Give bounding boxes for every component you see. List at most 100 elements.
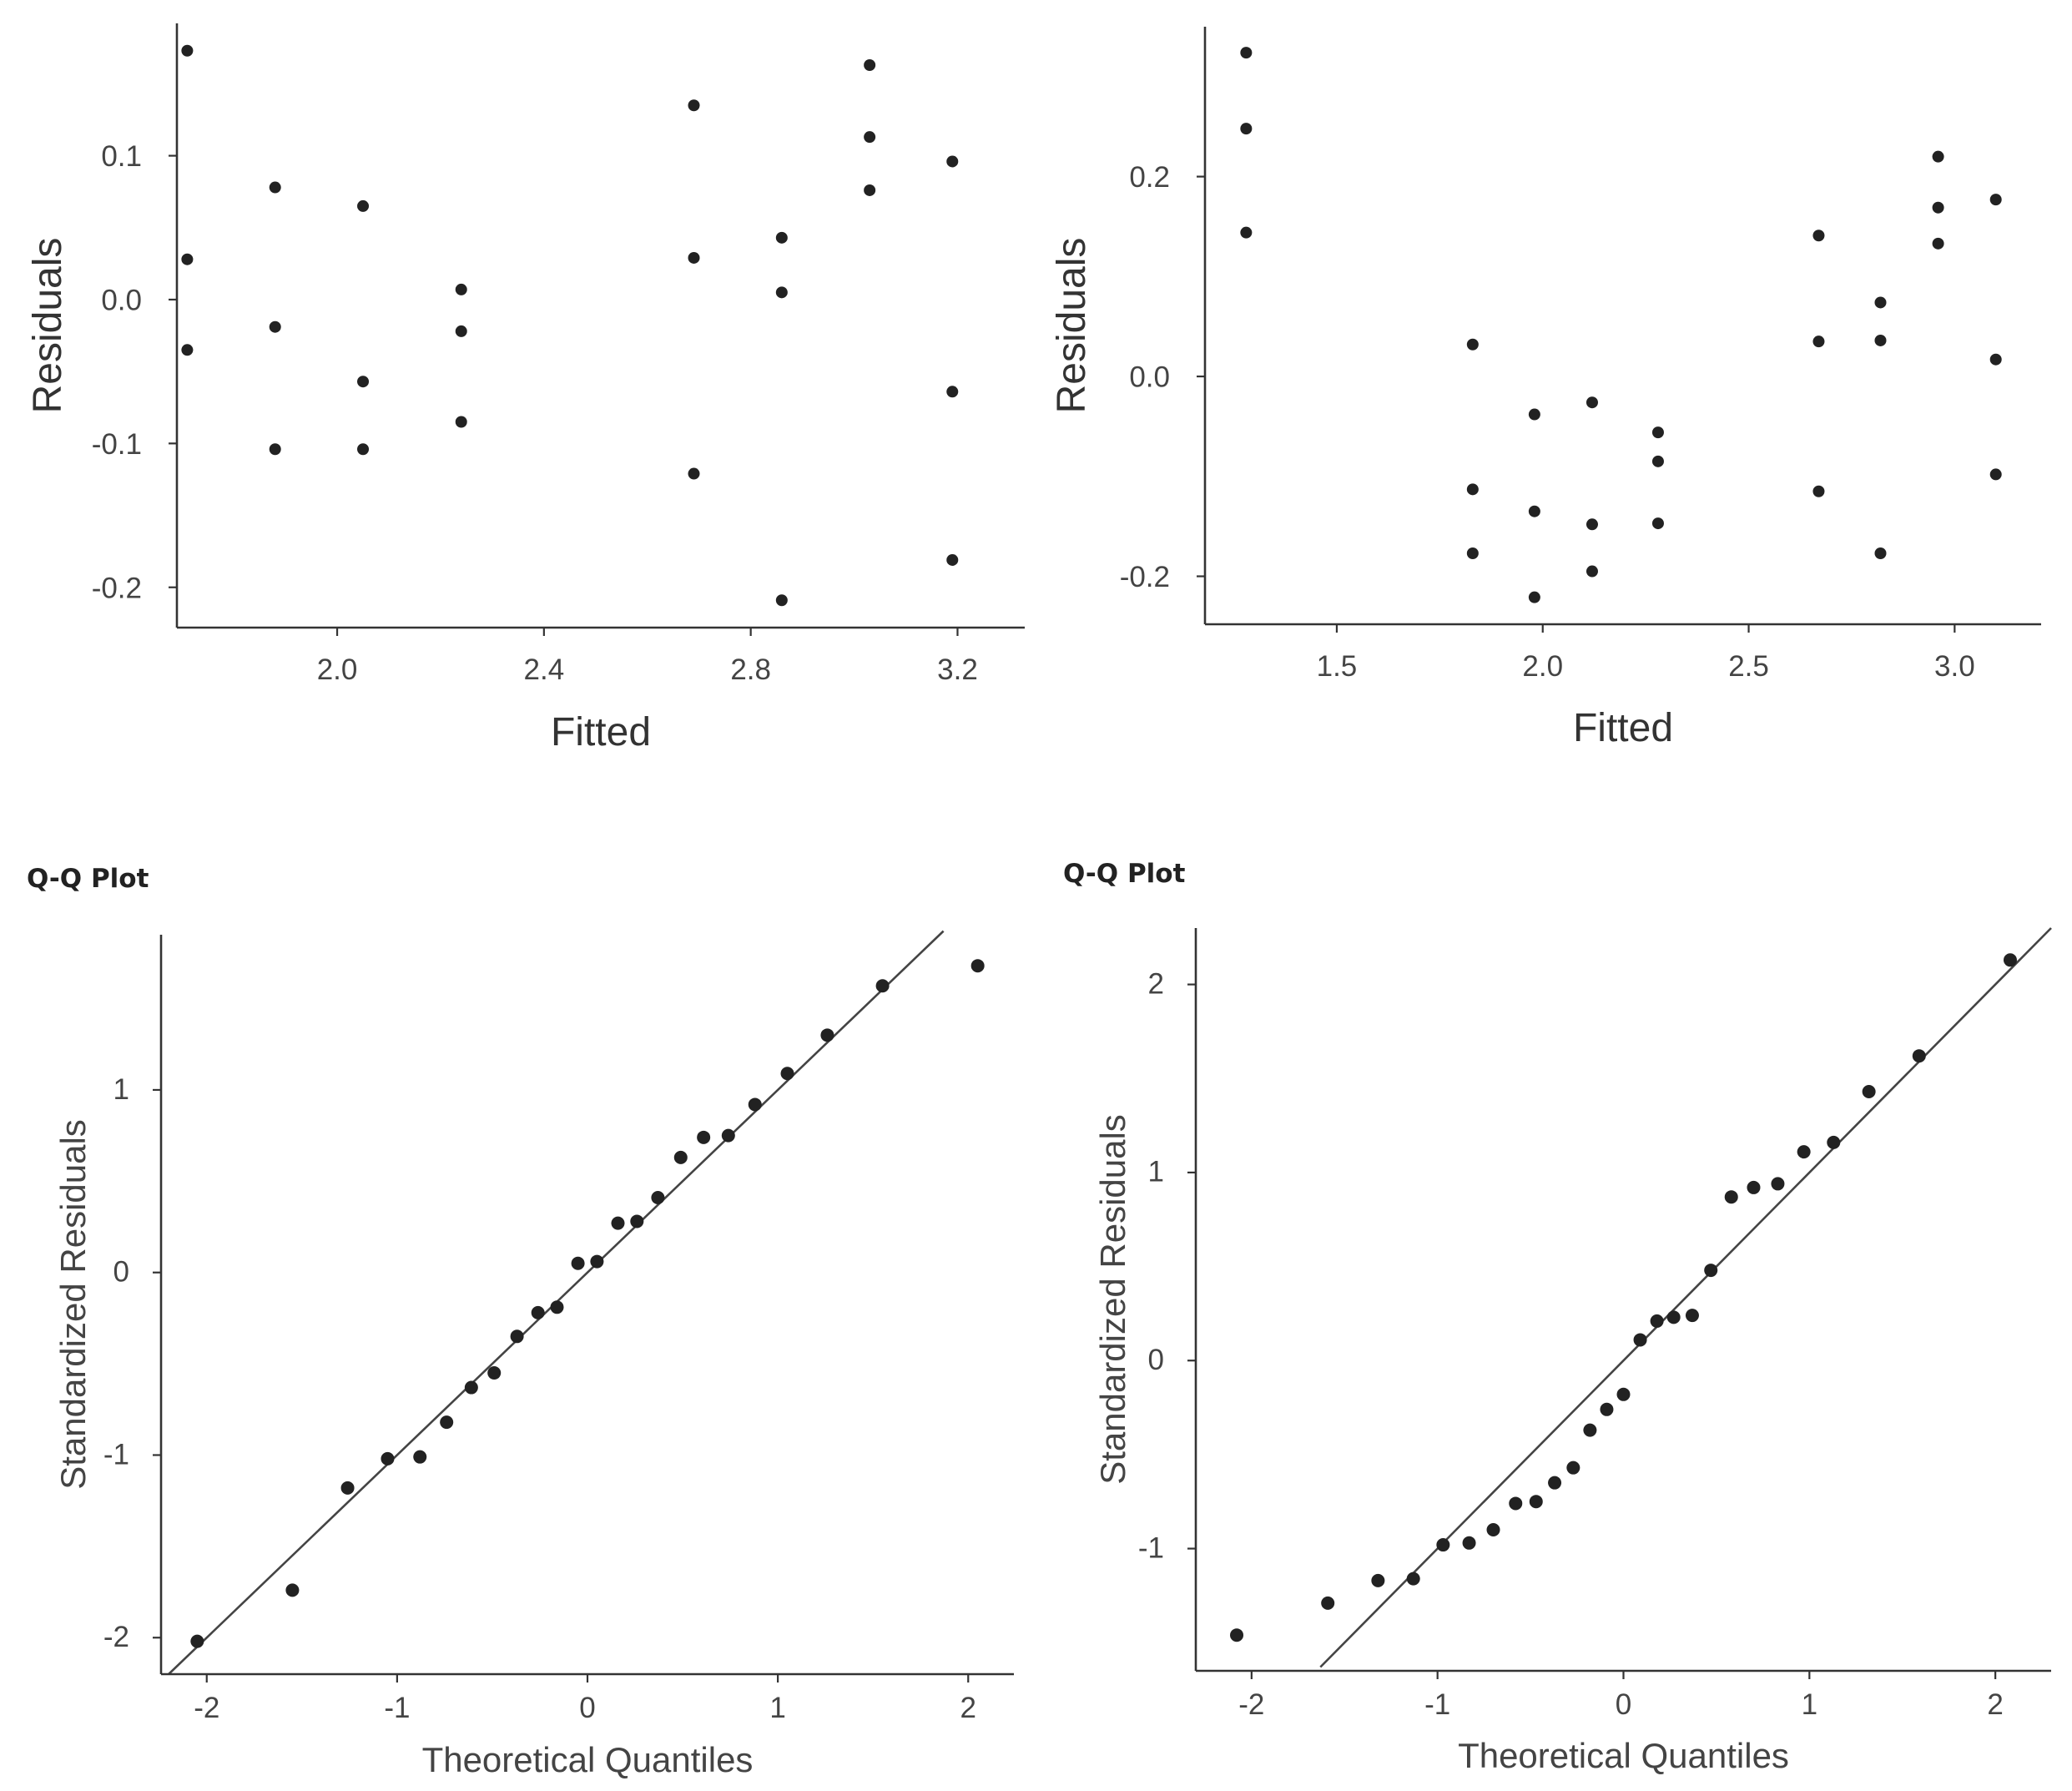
qq-2-reference-line	[1319, 927, 2052, 1668]
qq-2-x-tick-label: 0	[1616, 1688, 1631, 1721]
qq-2-data-point	[1486, 1523, 1500, 1537]
qq-1-data-point	[340, 1481, 355, 1495]
plot-2-y-axis-title: Residuals	[1050, 238, 1094, 414]
qq-1-data-point	[440, 1415, 454, 1430]
qq-2-y-tick-label: 0	[1148, 1344, 1164, 1376]
qq-2-data-point	[1685, 1309, 1699, 1323]
plot-1-y-tick-label: -0.1	[92, 428, 142, 461]
plot-1-data-point	[357, 199, 370, 212]
plot-1-data-point	[181, 44, 194, 57]
qq-2-data-point	[1509, 1496, 1523, 1511]
qq-1-data-point	[875, 979, 890, 993]
qq-2-data-point	[1724, 1190, 1738, 1204]
qq-1-data-point	[381, 1451, 395, 1466]
plot-2-x-axis-title: Fitted	[1573, 706, 1673, 750]
qq-2-y-tick-label: 1	[1148, 1156, 1164, 1188]
plot-2-data-point	[1874, 547, 1887, 559]
plot-1-data-point	[269, 181, 281, 194]
plot-2-data-point	[1651, 455, 1664, 467]
qq-1-x-tick-label: 1	[769, 1692, 785, 1724]
plot-1-data-point	[455, 283, 467, 295]
plot-1-data-point	[269, 443, 281, 456]
qq-1-data-point	[780, 1067, 794, 1081]
qq-2-x-tick-label: 2	[1987, 1688, 2003, 1721]
qq-2-data-point	[1371, 1573, 1385, 1587]
qq-1-data-point	[590, 1254, 604, 1269]
plot-2-data-point	[1240, 47, 1253, 59]
qq-2-data-point	[1912, 1049, 1926, 1063]
qq-1-data-point	[651, 1191, 665, 1205]
qq-1-x-tick-label: -1	[384, 1692, 410, 1724]
qq-1-data-point	[697, 1130, 711, 1144]
qq-1-y-tick-label: 0	[113, 1256, 129, 1289]
qq-1-data-point	[748, 1097, 762, 1112]
qq-1-y-axis-title: Standardized Residuals	[53, 1119, 93, 1490]
qq-plot-2: Q-Q Plot -2 -1 0 1 2 2 1 0 -1 Theoretical Quantil…	[1035, 835, 2072, 1791]
qq-1-data-point	[487, 1366, 502, 1380]
qq-1-data-point	[413, 1450, 427, 1464]
plot-2-data-point	[1874, 334, 1887, 346]
qq-2-y-tick-label: -1	[1138, 1531, 1164, 1564]
plot-2-data-point	[1466, 338, 1479, 351]
qq-1-data-point	[673, 1150, 688, 1164]
plot-1-y-tick-label: -0.2	[92, 572, 142, 604]
plot-2-data-point	[1528, 505, 1540, 517]
qq-2-x-tick-label: 1	[1802, 1688, 1817, 1721]
plot-2-data-point	[1812, 230, 1825, 242]
plot-2-data-point	[1874, 296, 1887, 309]
qq-2-data-point	[1666, 1310, 1681, 1324]
plot-2-data-point	[1528, 591, 1540, 603]
plot-2-data-point	[1586, 396, 1598, 409]
plot-2-x-tick-label: 2.0	[1522, 650, 1563, 683]
qq-2-data-point	[1862, 1085, 1876, 1099]
plot-2-data-point	[1651, 517, 1664, 530]
plot-2-data-point	[1240, 226, 1253, 239]
plot-1-data-point	[864, 58, 876, 71]
plot-2-y-tick-label: 0.0	[1129, 361, 1170, 394]
plot-2-data-point	[1586, 565, 1598, 578]
plot-1-data-point	[181, 253, 194, 265]
qq-2-data-point	[1704, 1264, 1718, 1278]
plot-2-data-point	[1989, 353, 2002, 366]
qq-2-data-point	[1321, 1596, 1335, 1610]
residuals-plot-2: 1.5 2.0 2.5 3.0 0.2 0.0 -0.2 Fitted Residuals	[1035, 0, 2072, 768]
qq-1-x-tick-label: 2	[960, 1692, 976, 1724]
plot-2-data-point	[1240, 123, 1253, 135]
qq-2-data-point	[1827, 1135, 1841, 1149]
qq-2-data-point	[1616, 1387, 1631, 1401]
plot-2-data-point	[1586, 518, 1598, 531]
plot-1-x-tick-label: 2.8	[730, 653, 771, 686]
qq-2-data-point	[1797, 1145, 1811, 1159]
qq-plot-1: Q-Q Plot -2 -1 0 1 2 1 0 -1 -2 Theoretical Quanti…	[0, 835, 1035, 1791]
qq-1-data-point	[285, 1583, 300, 1597]
qq-1-data-point	[721, 1128, 735, 1143]
qq-2-data-point	[1600, 1402, 1614, 1416]
qq-2-data-point	[1436, 1538, 1450, 1552]
plot-2-data-point	[1932, 150, 1944, 163]
qq-2-data-point	[1583, 1423, 1597, 1437]
plot-1-x-tick-label: 2.4	[524, 653, 565, 686]
qq-2-data-point	[1230, 1628, 1244, 1642]
plot-1-data-point	[357, 443, 370, 456]
plot-1-data-point	[946, 155, 959, 168]
qq-1-data-point	[820, 1028, 834, 1042]
qq-2-y-tick-label: 2	[1148, 967, 1164, 1000]
plot-1-data-point	[269, 320, 281, 333]
qq-1-y-tick-label: 1	[113, 1073, 129, 1106]
qq-1-data-point	[571, 1256, 585, 1270]
qq-1-y-tick-label: -2	[103, 1621, 129, 1653]
plot-1-data-point	[688, 99, 700, 112]
plot-2-x-tick-label: 2.5	[1728, 650, 1769, 683]
qq-1-data-point	[510, 1329, 524, 1344]
qq-1-data-point	[531, 1305, 545, 1319]
plot-2-x-tick-label: 1.5	[1317, 650, 1358, 683]
qq-2-x-tick-label: -2	[1238, 1688, 1264, 1721]
plot-1-data-point	[455, 325, 467, 337]
qq-2-data-point	[2003, 953, 2017, 967]
qq-2-y-axis-title: Standardized Residuals	[1093, 1114, 1132, 1485]
plot-1-x-tick-label: 3.2	[937, 653, 978, 686]
qq-2-x-axis-title: Theoretical Quantiles	[1458, 1736, 1789, 1775]
plot-2-data-point	[1989, 194, 2002, 206]
plot-1-data-point	[357, 376, 370, 388]
plot-1-data-point	[775, 286, 788, 299]
